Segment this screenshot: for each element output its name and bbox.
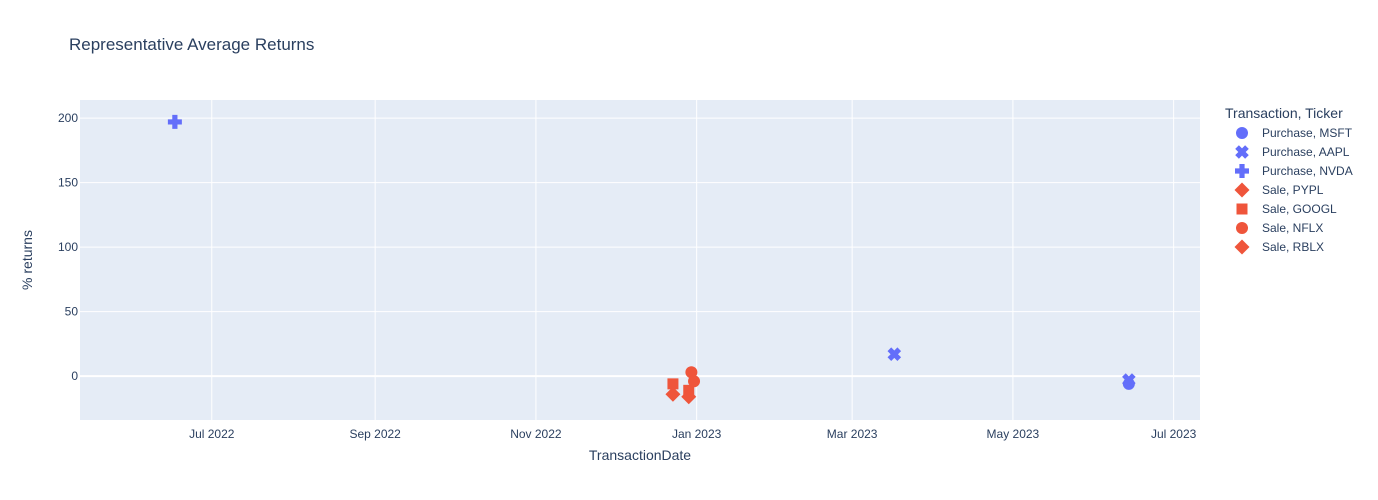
data-markers xyxy=(167,114,1136,405)
legend-marker xyxy=(1236,222,1248,234)
x-tick-label: Jul 2022 xyxy=(189,427,235,441)
legend-label: Sale, PYPL xyxy=(1262,183,1324,197)
chart-title: Representative Average Returns xyxy=(69,35,314,54)
data-point xyxy=(887,347,902,361)
y-tick-label: 200 xyxy=(58,111,78,125)
legend-marker xyxy=(1236,203,1248,215)
legend-item[interactable]: Sale, NFLX xyxy=(1236,221,1323,235)
legend-item[interactable]: Purchase, MSFT xyxy=(1236,126,1353,140)
x-tick-label: Nov 2022 xyxy=(510,427,562,441)
x-tick-label: Jan 2023 xyxy=(672,427,722,441)
data-point xyxy=(681,389,697,405)
legend-label: Purchase, MSFT xyxy=(1262,126,1353,140)
data-point xyxy=(665,386,681,402)
legend-label: Purchase, AAPL xyxy=(1262,145,1350,159)
legend-label: Sale, RBLX xyxy=(1262,240,1324,254)
legend-marker xyxy=(1234,239,1250,255)
legend-item[interactable]: Sale, GOOGL xyxy=(1236,202,1338,216)
grid-lines xyxy=(80,100,1200,420)
x-tick-label: May 2023 xyxy=(987,427,1040,441)
legend-item[interactable]: Purchase, NVDA xyxy=(1235,164,1353,178)
x-tick-label: Mar 2023 xyxy=(827,427,878,441)
y-tick-label: 0 xyxy=(71,369,78,383)
x-tick-label: Jul 2023 xyxy=(1151,427,1197,441)
legend-label: Sale, NFLX xyxy=(1262,221,1323,235)
y-tick-label: 50 xyxy=(65,305,79,319)
legend-marker xyxy=(1234,182,1250,198)
y-tick-label: 100 xyxy=(58,240,78,254)
data-point xyxy=(1122,373,1136,387)
legend-marker xyxy=(1235,164,1249,178)
plot-background xyxy=(80,100,1200,420)
data-point xyxy=(685,366,698,379)
data-point xyxy=(167,114,182,129)
x-axis-title: TransactionDate xyxy=(589,447,691,463)
legend-title: Transaction, Ticker xyxy=(1225,105,1343,121)
y-tick-label: 150 xyxy=(58,176,78,190)
data-point xyxy=(688,375,701,388)
x-tick-label: Sep 2022 xyxy=(349,427,401,441)
legend-marker xyxy=(1235,145,1249,159)
axis-ticks: Jul 2022 Sep 2022 Nov 2022 Jan 2023 Mar 2023… xyxy=(58,111,1197,441)
legend: Purchase, MSFT Purchase, AAPL Purchase, NV… xyxy=(1232,126,1353,255)
legend-item[interactable]: Purchase, AAPL xyxy=(1232,142,1350,162)
legend-marker xyxy=(1236,127,1248,139)
legend-item[interactable]: Sale, RBLX xyxy=(1234,239,1325,255)
legend-label: Purchase, NVDA xyxy=(1262,164,1353,178)
legend-label: Sale, GOOGL xyxy=(1262,202,1337,216)
y-axis-title: % returns xyxy=(19,230,35,290)
legend-item[interactable]: Sale, PYPL xyxy=(1234,182,1324,198)
data-point xyxy=(667,378,679,390)
